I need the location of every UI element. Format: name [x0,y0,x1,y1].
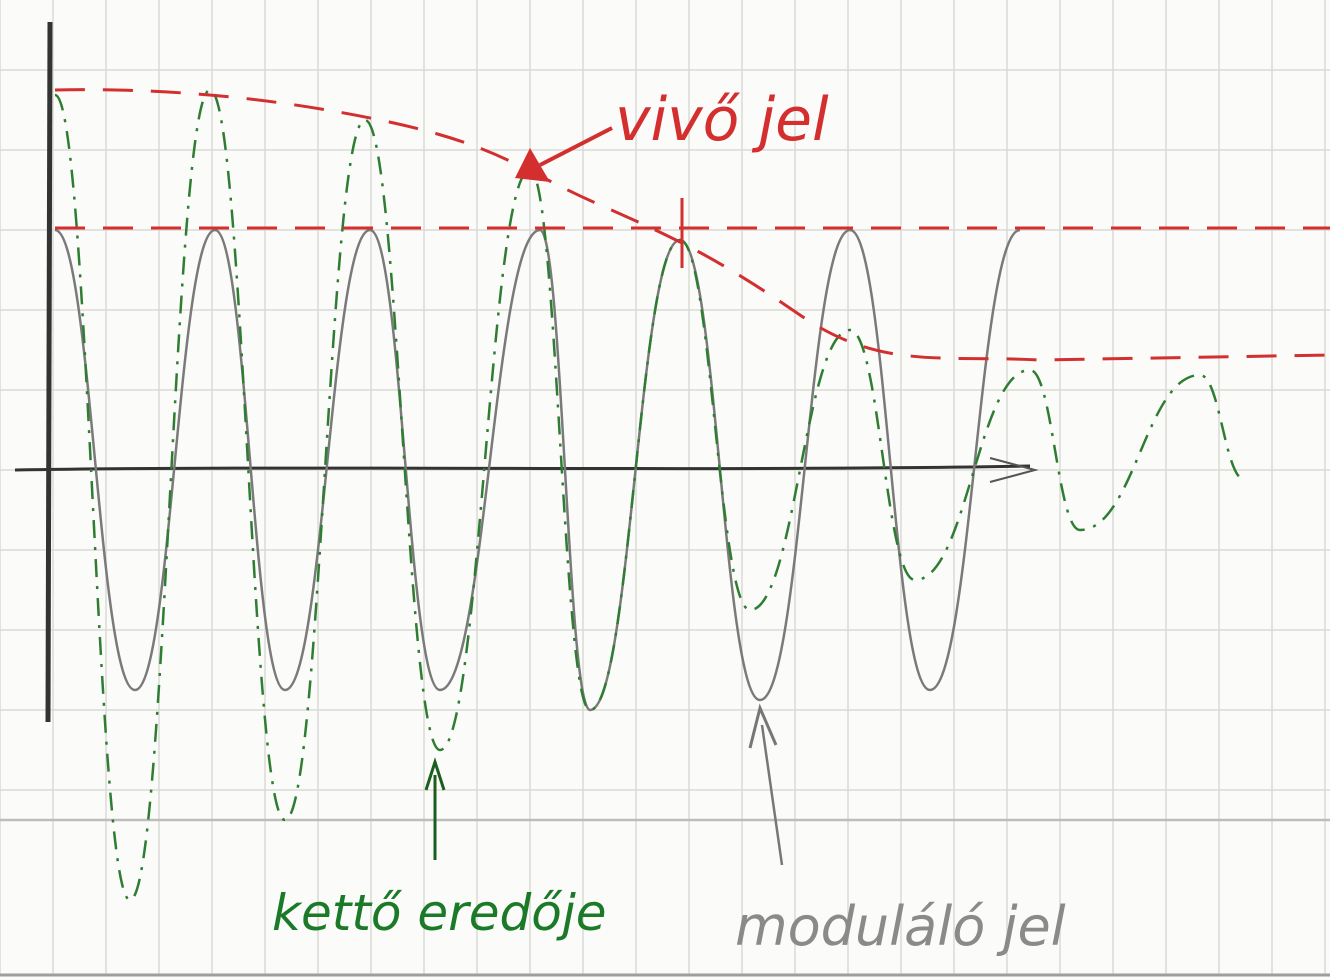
modulating-label: moduláló jel [735,895,1066,958]
sketch: vivő jel kettő eredője moduláló jel [0,0,1330,980]
carrier-label: vivő jel [615,85,829,155]
resultant-label: kettő eredője [272,884,606,942]
y-axis [48,22,50,722]
page: vivő jel kettő eredője moduláló jel (() … [0,0,1330,980]
